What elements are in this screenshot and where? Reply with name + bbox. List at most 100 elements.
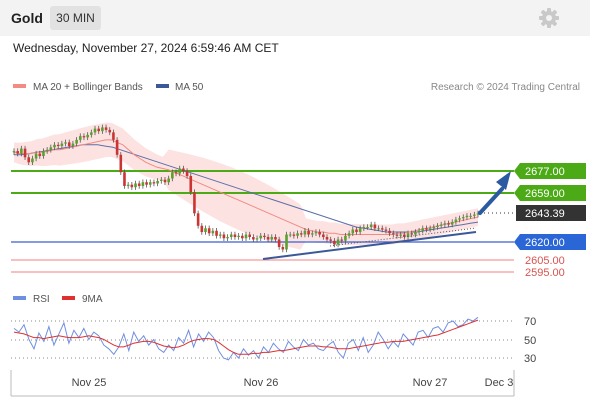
x-label-nov27: Nov 27	[413, 377, 448, 389]
candle-body	[425, 228, 428, 230]
candle-body	[322, 234, 325, 238]
rsi-tick-50: 50	[524, 335, 536, 347]
rsi-tick-70: 70	[524, 316, 536, 328]
candle-body	[465, 215, 469, 218]
candle-body	[366, 227, 369, 229]
candle-body	[211, 230, 215, 234]
candle-body	[288, 234, 292, 236]
candle-body	[461, 217, 465, 219]
candle-body	[241, 235, 244, 239]
candle-body	[101, 127, 104, 132]
candle-body	[292, 234, 296, 236]
candle-body	[469, 215, 472, 217]
candle-body	[67, 142, 71, 147]
price-label-current: 2643.39	[516, 205, 586, 221]
toolbar: Gold 30 MIN	[0, 0, 590, 36]
candle-body	[134, 183, 137, 188]
candle-body	[270, 237, 274, 240]
candle-body	[377, 228, 380, 230]
candle-body	[299, 233, 303, 235]
candle-body	[152, 182, 156, 184]
candle-body	[160, 179, 163, 181]
candle-body	[218, 234, 222, 236]
candle-body	[78, 136, 82, 140]
candle-body	[314, 232, 318, 234]
candle-body	[351, 229, 355, 234]
candle-body	[56, 144, 60, 147]
price-label-2595: 2595.00	[525, 267, 565, 279]
candle-body	[274, 237, 277, 240]
price-label-2605: 2605.00	[525, 255, 565, 267]
chart-datetime: Wednesday, November 27, 2024 6:59:46 AM …	[13, 41, 279, 55]
candle-body	[355, 229, 358, 233]
ma20-legend-swatch	[13, 84, 26, 88]
candle-body	[432, 227, 436, 229]
candle-body	[237, 235, 240, 238]
candle-body	[229, 234, 233, 238]
candle-body	[392, 233, 395, 235]
rsi-legend-label: RSI	[33, 294, 50, 305]
price-label-2659: 2659.00	[514, 185, 586, 201]
candle-body	[439, 224, 443, 226]
candle-body	[137, 183, 141, 186]
candle-body	[259, 235, 263, 239]
candle-body	[64, 142, 67, 144]
candle-body	[207, 228, 211, 234]
candle-body	[336, 239, 340, 245]
candle-body	[307, 230, 310, 235]
candle-body	[362, 227, 366, 229]
candle-body	[395, 234, 399, 236]
candle-body	[119, 154, 123, 173]
candle-body	[347, 233, 351, 236]
candle-body	[86, 134, 89, 138]
candle-body	[281, 246, 285, 250]
candle-body	[27, 157, 31, 163]
candle-body	[340, 239, 344, 241]
forecast-arrow-head	[496, 171, 511, 190]
candle-body	[222, 234, 226, 239]
candle-body	[266, 237, 270, 240]
candle-body	[285, 234, 288, 250]
candle-body	[329, 239, 332, 241]
candle-body	[310, 233, 314, 235]
svg-text:2659.00: 2659.00	[525, 188, 565, 200]
candle-body	[189, 175, 193, 193]
candle-body	[145, 182, 148, 185]
candle-body	[296, 233, 299, 236]
svg-text:2643.39: 2643.39	[525, 208, 565, 220]
candle-body	[450, 222, 454, 225]
ma50-legend-label: MA 50	[175, 82, 204, 93]
candle-body	[148, 182, 152, 185]
rsi-ma9-line	[13, 319, 479, 355]
gear-icon[interactable]	[538, 7, 560, 29]
x-label-dec3: Dec 3	[485, 377, 514, 389]
candle-body	[380, 228, 384, 230]
candle-body	[34, 153, 38, 159]
candle-body	[104, 127, 108, 130]
trend-channel	[329, 227, 477, 247]
x-label-nov26: Nov 26	[244, 377, 279, 389]
candle-body	[31, 158, 34, 163]
candle-body	[410, 233, 414, 235]
candle-body	[156, 180, 159, 184]
candle-body	[130, 184, 134, 188]
candle-body	[60, 143, 64, 147]
candles	[12, 124, 480, 253]
candle-body	[90, 132, 93, 135]
svg-text:2620.00: 2620.00	[525, 237, 565, 249]
candle-body	[42, 151, 45, 157]
candle-body	[123, 172, 126, 186]
interval-button[interactable]: 30 MIN	[50, 6, 101, 30]
candle-body	[244, 234, 248, 239]
candle-body	[171, 172, 174, 179]
candle-body	[112, 132, 115, 140]
candle-body	[458, 218, 461, 220]
candle-body	[344, 235, 347, 241]
candle-body	[45, 149, 49, 152]
candle-body	[163, 179, 167, 183]
candle-body	[399, 234, 402, 236]
candle-body	[255, 238, 259, 240]
candle-body	[53, 144, 56, 148]
candle-body	[196, 213, 200, 226]
